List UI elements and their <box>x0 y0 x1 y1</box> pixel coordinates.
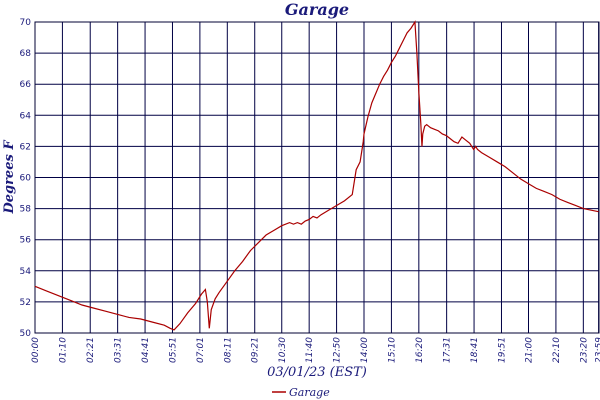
x-tick-label: 18:41 <box>470 337 480 363</box>
y-axis-ticks: 50 52 54 56 58 60 62 64 66 68 70 <box>20 18 32 339</box>
legend-label-garage: Garage <box>289 386 330 399</box>
y-tick-label: 66 <box>20 80 32 90</box>
x-tick-label: 00:00 <box>31 337 41 363</box>
x-tick-label: 10:30 <box>278 337 288 363</box>
plot-frame <box>34 21 600 334</box>
x-tick-label: 23:59 <box>595 337 600 363</box>
y-tick-label: 58 <box>20 205 32 215</box>
x-tick-label: 04:41 <box>141 337 151 363</box>
x-axis-label: 03/01/23 (EST) <box>267 365 367 380</box>
x-tick-label: 22:10 <box>552 337 562 363</box>
x-tick-label: 12:50 <box>333 337 343 363</box>
y-tick-label: 50 <box>20 329 32 339</box>
x-tick-label: 21:00 <box>525 337 535 363</box>
chart-title: Garage <box>285 0 349 19</box>
y-tick-label: 62 <box>20 142 31 152</box>
y-tick-label: 60 <box>20 174 32 184</box>
x-tick-label: 05:51 <box>168 337 178 363</box>
x-tick-label: 02:21 <box>86 337 96 363</box>
series-line-garage <box>34 20 599 331</box>
x-tick-label: 11:40 <box>305 337 315 363</box>
y-tick-label: 52 <box>20 298 31 308</box>
y-tick-label: 70 <box>20 18 32 28</box>
y-tick-label: 64 <box>20 111 32 121</box>
y-tick-label: 56 <box>20 236 32 246</box>
x-tick-label: 15:10 <box>387 337 397 363</box>
x-tick-label: 17:31 <box>443 337 453 363</box>
y-axis-label: Degrees F <box>2 140 17 215</box>
x-tick-label: 03:31 <box>114 337 124 363</box>
x-tick-label: 19:51 <box>497 337 507 363</box>
x-tick-label: 16:20 <box>415 337 425 363</box>
x-tick-label: 07:01 <box>196 337 206 363</box>
x-tick-label: 14:00 <box>360 337 370 363</box>
y-tick-label: 54 <box>20 267 32 277</box>
x-tick-label: 08:11 <box>223 337 233 363</box>
x-tick-label: 01:10 <box>58 337 68 363</box>
x-tick-label: 23:20 <box>579 337 589 363</box>
grid <box>34 21 600 334</box>
x-tick-label: 09:21 <box>251 337 261 363</box>
x-axis-ticks: 00:00 01:10 02:21 03:31 04:41 05:51 07:01 08:11… <box>31 337 600 363</box>
y-tick-label: 68 <box>20 49 32 59</box>
legend: Garage <box>272 386 330 399</box>
